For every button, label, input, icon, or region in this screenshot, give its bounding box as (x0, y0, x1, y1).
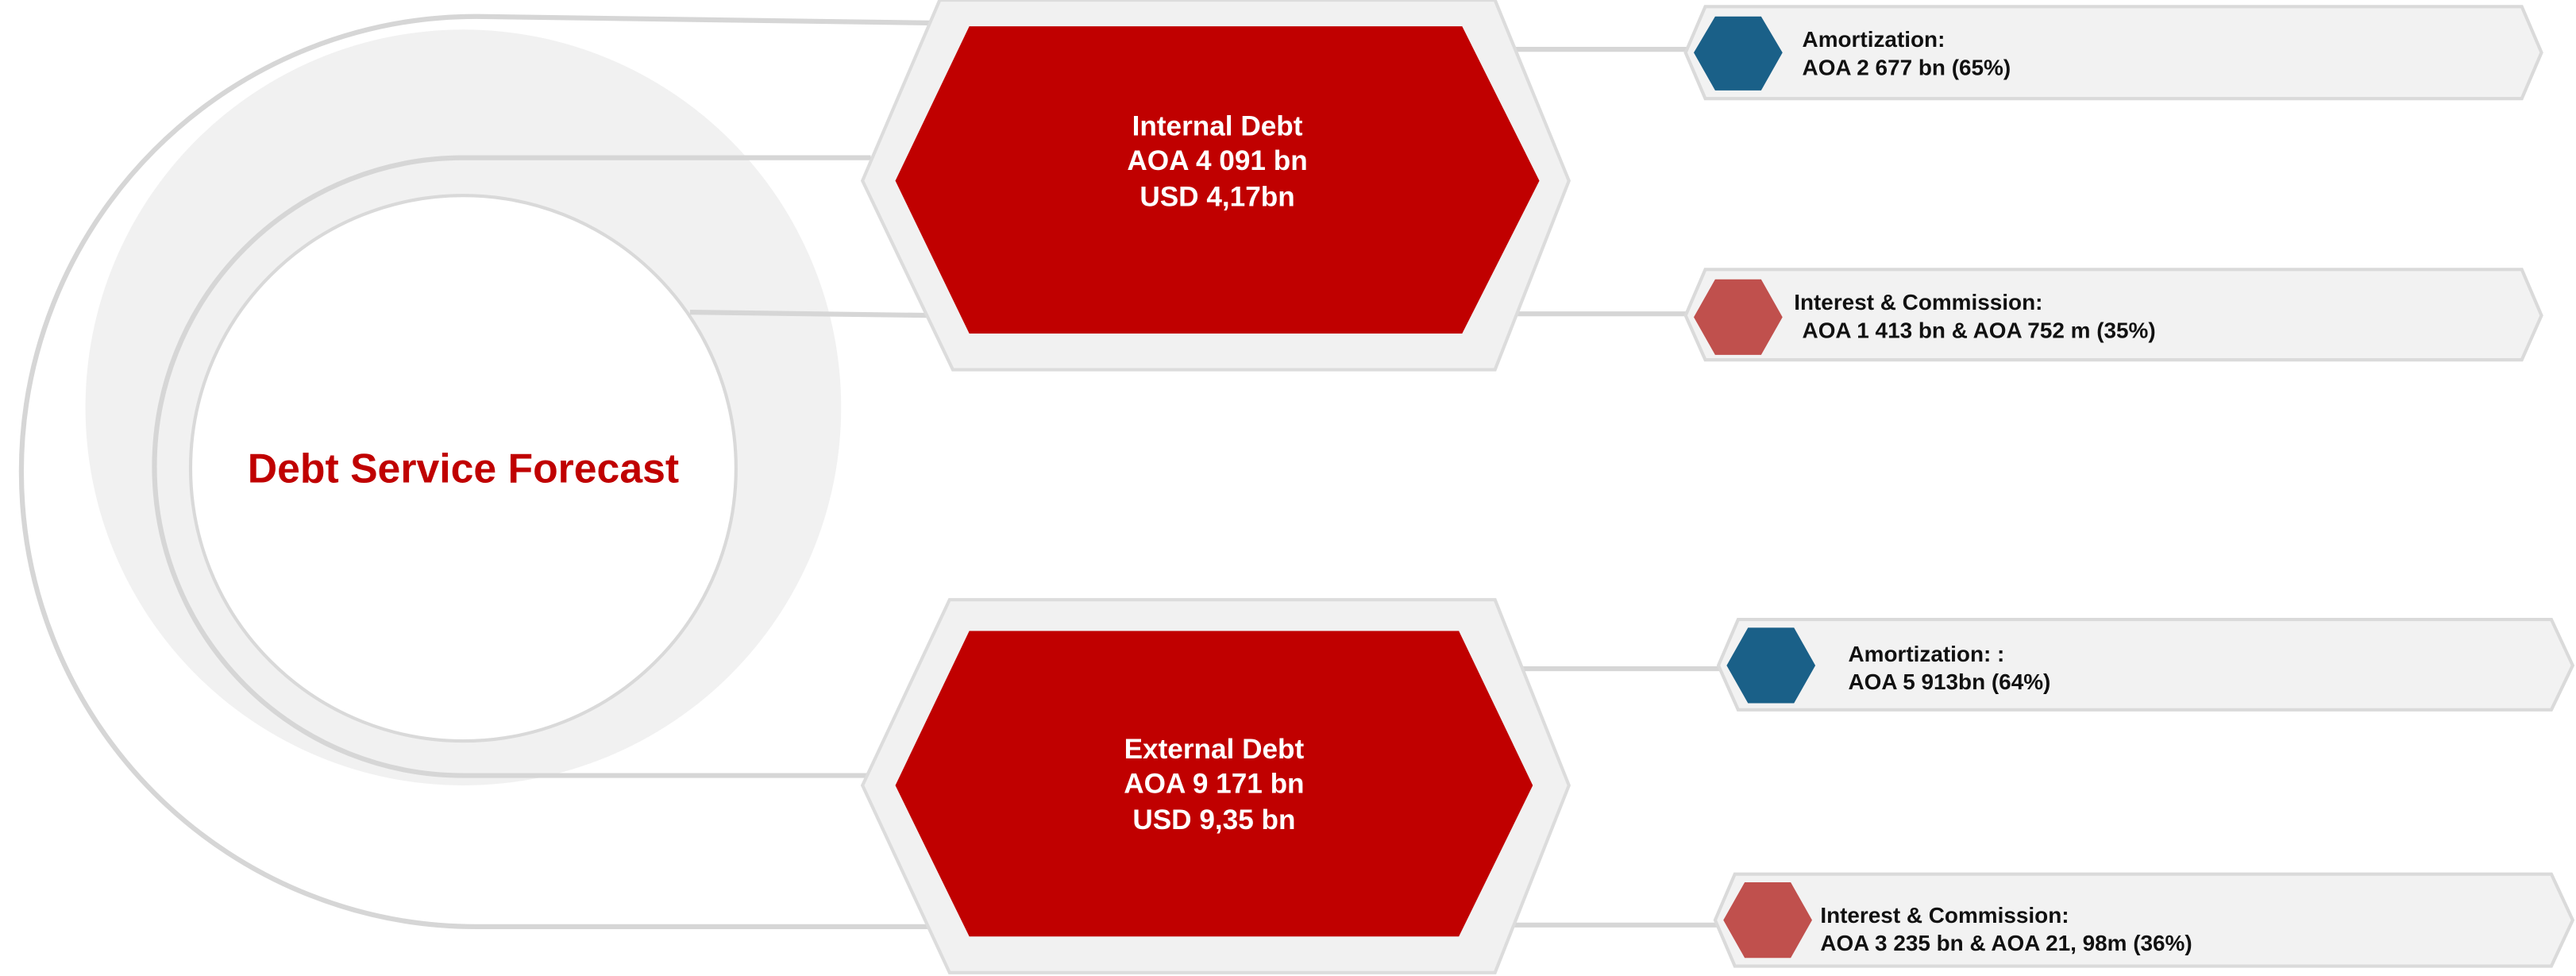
item-box: Amortization: : AOA 5 913bn (64%) (1716, 617, 2575, 712)
hex-text: External Debt (1124, 734, 1305, 765)
hex-text: AOA 9 171 bn (1124, 768, 1304, 799)
item-value: AOA 2 677 bn (65%) (1803, 55, 2011, 79)
item-icon (1726, 627, 1816, 704)
hex-text: USD 4,17bn (1140, 182, 1294, 213)
item-box: Interest & Commission: AOA 1 413 bn & AO… (1683, 268, 2543, 362)
item-value: AOA 3 235 bn & AOA 21, 98m (36%) (1820, 931, 2192, 955)
item-icon (1694, 279, 1783, 355)
item-bg (1716, 617, 2575, 712)
item-label: Amortization: (1803, 27, 1945, 52)
center-title: Debt Service Forecast (248, 445, 679, 491)
item-box: Amortization: AOA 2 677 bn (65%) (1683, 5, 2543, 101)
middle-arc (152, 155, 871, 778)
hex-text: AOA 4 091 bn (1127, 145, 1307, 176)
item-label: Amortization: : (1848, 642, 2004, 666)
item-icon (1723, 882, 1812, 959)
item-bg (1713, 872, 2575, 968)
item-box: Interest & Commission: AOA 3 235 bn & AO… (1713, 872, 2575, 968)
connector (689, 310, 937, 318)
hex-text: USD 9,35 bn (1132, 804, 1295, 835)
item-value: AOA 5 913bn (64%) (1848, 669, 2050, 694)
inner-circle (188, 194, 738, 743)
hex-text: Internal Debt (1132, 111, 1303, 142)
item-label: Interest & Commission: (1820, 903, 2069, 928)
hex (895, 631, 1533, 937)
outer-arc (18, 14, 937, 929)
item-icon (1694, 16, 1783, 91)
item-bg (1683, 268, 2543, 362)
item-label: Interest & Commission: (1794, 290, 2042, 314)
hex (895, 26, 1540, 334)
item-value: AOA 1 413 bn & AOA 752 m (35%) (1803, 318, 2156, 342)
item-bg (1683, 5, 2543, 101)
